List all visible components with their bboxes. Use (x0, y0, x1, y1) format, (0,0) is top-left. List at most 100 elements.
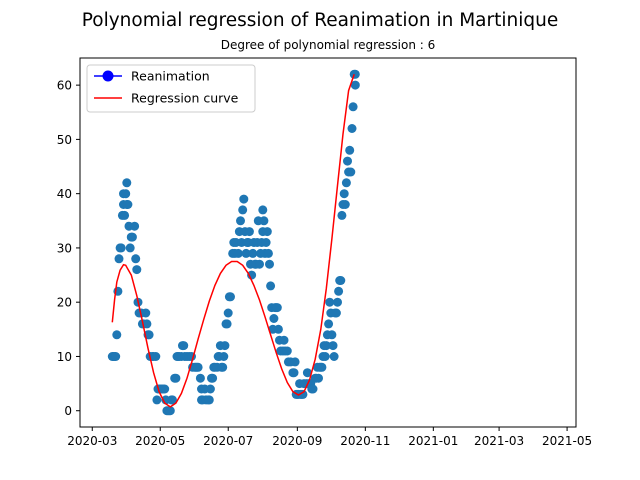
scatter-point (272, 303, 282, 313)
scatter-point (347, 124, 357, 133)
scatter-point (320, 352, 330, 361)
x-tick-label: 2020-07 (203, 434, 253, 448)
y-tick-label: 60 (57, 79, 72, 93)
scatter-point (337, 210, 347, 220)
scatter-point (241, 248, 251, 258)
scatter-point (289, 368, 299, 378)
scatter-point (263, 248, 273, 258)
scatter-point (131, 254, 141, 264)
scatter-point (336, 276, 346, 285)
y-tick-label: 50 (57, 133, 72, 147)
x-tick-label: 2021-03 (474, 434, 524, 448)
scatter-point (325, 297, 335, 307)
scatter-point (298, 389, 308, 399)
scatter-point (151, 352, 161, 361)
scatter-point (343, 156, 352, 166)
plot-frame (79, 57, 577, 428)
scatter-point (345, 145, 355, 155)
scatter-point (331, 308, 341, 318)
scatter-point (168, 395, 177, 405)
scatter-point (112, 330, 122, 340)
scatter-point (141, 308, 151, 318)
scatter-point (328, 341, 338, 351)
scatter-point (226, 292, 235, 302)
x-tick-label: 2020-11 (340, 434, 390, 448)
scatter-point (266, 281, 276, 291)
scatter-point (339, 189, 349, 199)
y-tick-label: 30 (57, 241, 72, 255)
scatter-point (233, 248, 243, 258)
scatter-point (308, 384, 318, 394)
y-tick-label: 10 (57, 350, 72, 364)
scatter-point (236, 216, 245, 226)
scatter-point (144, 330, 154, 340)
legend: Reanimation Regression curve (86, 64, 256, 113)
scatter-point (314, 373, 323, 383)
scatter-point (261, 238, 271, 247)
y-tick-label: 40 (57, 187, 72, 201)
scatter-point (204, 395, 214, 405)
regression-curve (111, 74, 355, 408)
scatter-point (340, 200, 350, 209)
scatter-point (116, 243, 126, 253)
scatter-point (219, 352, 229, 361)
scatter-point (333, 297, 342, 307)
y-tick-label: 20 (57, 296, 72, 310)
scatter-point (348, 102, 358, 112)
data-layer (107, 69, 360, 416)
x-tick-label: 2021-01 (408, 434, 458, 448)
scatter-point (122, 178, 132, 188)
legend-box (86, 64, 256, 113)
scatter-point (238, 205, 248, 215)
scatter-point (279, 335, 289, 345)
scatter-point (132, 265, 142, 275)
scatter-point (273, 324, 283, 334)
scatter-point (205, 384, 215, 394)
scatter-point (302, 368, 312, 378)
legend-scatter-marker (102, 70, 114, 82)
scatter-point (350, 80, 360, 90)
legend-scatter-label: Reanimation (131, 69, 210, 84)
scatter-point (120, 210, 130, 220)
scatter-point (290, 357, 300, 367)
scatter-point (195, 373, 205, 383)
chart-subtitle: Degree of polynomial regression : 6 (221, 38, 436, 52)
scatter-point (171, 373, 181, 383)
scatter-point (269, 314, 279, 323)
scatter-point (317, 362, 327, 372)
scatter-point (350, 69, 360, 79)
scatter-point (208, 373, 218, 383)
scatter-point (142, 319, 152, 329)
scatter-point (193, 362, 203, 372)
scatter-point (179, 341, 189, 351)
x-tick-label: 2021-05 (542, 434, 592, 448)
scatter-point (121, 189, 131, 199)
x-axis: 2020-03 2020-05 2020-07 2020-09 2020-11 2021-… (67, 427, 592, 448)
scatter-point (255, 259, 264, 269)
scatter-point (165, 406, 175, 416)
scatter-point (334, 286, 344, 296)
legend-curve-label: Regression curve (131, 91, 239, 106)
y-axis: 0 10 20 30 40 50 60 (57, 79, 80, 418)
scatter-point (346, 167, 356, 177)
scatter-point (327, 330, 337, 340)
scatter-point (324, 319, 334, 329)
x-tick-label: 2020-05 (135, 434, 185, 448)
scatter-point (111, 352, 121, 361)
scatter-point (258, 205, 268, 215)
scatter-point (127, 232, 137, 242)
scatter-point (239, 194, 249, 204)
chart-title: Polynomial regression of Reanimation in … (82, 10, 558, 31)
scatter-point (160, 384, 170, 394)
scatter-point (282, 346, 292, 356)
scatter-point (244, 227, 254, 237)
plot-area (79, 57, 577, 428)
scatter-point (262, 227, 272, 237)
scatter-point (265, 259, 274, 269)
scatter-point (123, 200, 133, 209)
x-tick-label: 2020-09 (272, 434, 322, 448)
scatter-point (125, 243, 135, 253)
scatter-point (114, 254, 124, 264)
scatter-point (130, 221, 140, 231)
